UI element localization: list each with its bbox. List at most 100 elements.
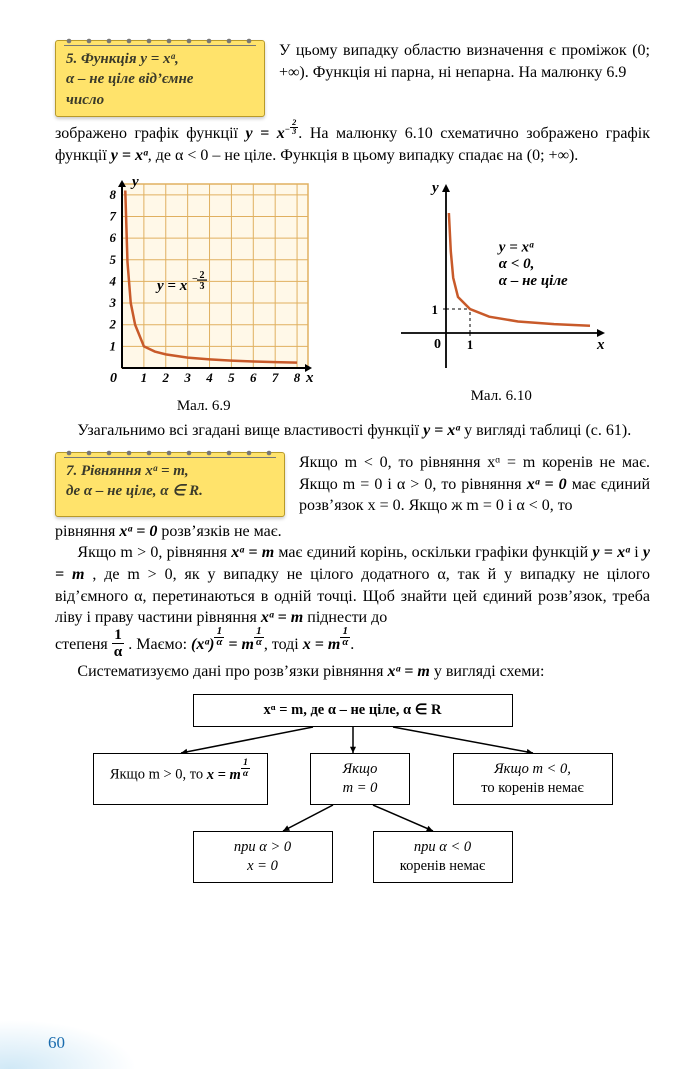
para6: Систематизуємо дані про розв’язки рівнян… — [55, 661, 650, 683]
eq-y-x-m23: y = x−23 — [246, 125, 299, 142]
svg-text:y = x: y = x — [155, 278, 188, 294]
flow-right-box: Якщо m < 0, то коренів немає — [453, 753, 613, 805]
svg-text:7: 7 — [109, 209, 116, 224]
svg-text:6: 6 — [109, 230, 116, 245]
para4-e: піднести до — [307, 609, 387, 626]
flow-arrows-2 — [93, 805, 613, 831]
eq-x-m-base: x = m — [303, 636, 341, 653]
flow-left-box: Якщо m > 0, то x = m1α — [93, 753, 268, 805]
para2-a: Узагальнимо всі згадані вище властивості… — [77, 422, 423, 439]
note7-line2: де α – не ціле, α ∈ R. — [66, 481, 274, 501]
svg-text:5: 5 — [228, 370, 235, 385]
note5-line1: 5. Функція y = xᵅ, — [66, 49, 254, 69]
para4-b: має єдиний корінь, оскільки графіки функ… — [278, 544, 592, 561]
para2-b: у вигляді таблиці (с. 61). — [464, 422, 631, 439]
svg-text:4: 4 — [108, 274, 116, 289]
flow-left-a: Якщо m > 0, то — [110, 767, 207, 783]
para6-b: у вигляді схеми: — [434, 663, 545, 680]
chart-6-9-svg: 11223344556677880yxy = x−23 — [94, 178, 314, 388]
svg-text:8: 8 — [294, 370, 301, 385]
caption-6-9: Мал. 6.9 — [94, 396, 314, 416]
eq-xa0-1: xᵅ = 0 — [527, 476, 567, 493]
figure-6-9: 11223344556677880yxy = x−23 Мал. 6.9 — [94, 178, 314, 416]
svg-text:8: 8 — [109, 187, 116, 202]
chart-6-10-svg: yx011y = xᵅα < 0,α – не ціле — [391, 178, 611, 378]
flow-mid2: m = 0 — [343, 780, 378, 796]
note7-line1: 7. Рівняння xᵅ = m, — [66, 461, 274, 481]
svg-text:1: 1 — [109, 338, 116, 353]
para5-c: , тоді — [264, 636, 303, 653]
svg-text:0: 0 — [434, 337, 441, 352]
svg-text:5: 5 — [109, 252, 116, 267]
note-box-7: 7. Рівняння xᵅ = m, де α – не ціле, α ∈ … — [55, 452, 285, 517]
frac-1-alpha: 1α — [112, 627, 124, 658]
flow-bottom-right-box: при α < 0 коренів немає — [373, 831, 513, 883]
flow-top-box: xᵅ = m, де α – не ціле, α ∈ R — [193, 694, 513, 727]
eq-y-xa-3: y = xᵅ — [592, 544, 630, 561]
flow-top-text: xᵅ = m, де α – не ціле, α ∈ R — [263, 702, 441, 718]
eq-par-xaa: (xᵅ) — [191, 636, 214, 653]
flow-left-b: x = m — [207, 767, 241, 783]
eq-x-m1a: x = m1α — [303, 636, 350, 653]
eq-xa-m-2: xᵅ = m — [261, 609, 303, 626]
svg-text:7: 7 — [272, 370, 279, 385]
flow-mid1: Якщо — [343, 761, 378, 777]
para5: степеня 1α . Маємо: (xᵅ)1α = m1α, тоді x… — [55, 629, 650, 661]
svg-text:3: 3 — [199, 281, 204, 292]
svg-text:y: y — [130, 178, 139, 190]
flow-bottom-left-box: при α > 0 x = 0 — [193, 831, 333, 883]
eq-y-xa-2: y = xᵅ — [423, 422, 460, 439]
para1-cont-a: зображено графік функції — [55, 125, 246, 142]
flowchart: xᵅ = m, де α – не ціле, α ∈ R Якщо m > 0… — [93, 694, 613, 882]
para4-c: і — [634, 544, 643, 561]
svg-text:α – не ціле: α – не ціле — [499, 273, 568, 289]
para3-c: рівняння — [55, 523, 119, 540]
page-number: 60 — [48, 1032, 65, 1055]
svg-text:y: y — [430, 180, 439, 196]
para3-right: Якщо m < 0, то рівняння xᵅ = m коренів н… — [299, 452, 650, 517]
para2: Узагальнимо всі згадані вище властивості… — [55, 420, 650, 442]
flow-arrows-1 — [93, 727, 613, 753]
para5-b: . Маємо: — [128, 636, 191, 653]
flow-right2: то коренів немає — [481, 780, 583, 796]
para6-a: Систематизуємо дані про розв’язки рівнян… — [77, 663, 387, 680]
note5-line3: число — [66, 90, 254, 110]
note-box-5: 5. Функція y = xᵅ, α – не ціле від’ємне … — [55, 40, 265, 117]
eq-xa0-2: xᵅ = 0 — [119, 523, 157, 540]
flow-br2: коренів немає — [400, 858, 485, 874]
caption-6-10: Мал. 6.10 — [391, 386, 611, 406]
flow-right1: Якщо m < 0, — [494, 761, 571, 777]
svg-text:3: 3 — [183, 370, 191, 385]
para1-right: У цьому випадку областю визначення є про… — [279, 40, 650, 117]
para3-d: розв’язків не має. — [161, 523, 281, 540]
eq-m-a: m — [242, 636, 254, 653]
para3-cont: рівняння xᵅ = 0 розв’язків не має. — [55, 521, 650, 543]
svg-text:6: 6 — [250, 370, 257, 385]
svg-text:y = xᵅ: y = xᵅ — [497, 240, 534, 256]
para4-a: Якщо m > 0, рівняння — [77, 544, 231, 561]
eq-xa-m-3: xᵅ = m — [388, 663, 430, 680]
para1-cont: зображено графік функції y = x−23. На ма… — [55, 121, 650, 166]
note5-line2: α – не ціле від’ємне — [66, 69, 254, 89]
flow-br1: при α < 0 — [414, 839, 471, 855]
svg-text:1: 1 — [432, 302, 439, 317]
svg-text:4: 4 — [205, 370, 213, 385]
svg-text:2: 2 — [108, 317, 116, 332]
eq-chain: (xᵅ)1α = m1α — [191, 636, 264, 653]
svg-text:x: x — [305, 370, 314, 386]
svg-text:2: 2 — [161, 370, 169, 385]
eq-y-x-m23-base: y = x — [246, 125, 285, 142]
flow-bl1: при α > 0 — [234, 839, 291, 855]
svg-text:1: 1 — [467, 337, 474, 352]
para1-cont-c: де α < 0 – не ціле. Функція в цьому випа… — [156, 147, 579, 164]
flow-left-eq: x = m1α — [207, 767, 250, 783]
para5-a: степеня — [55, 636, 112, 653]
svg-text:2: 2 — [199, 270, 204, 281]
svg-text:0: 0 — [110, 371, 117, 386]
svg-text:3: 3 — [108, 295, 116, 310]
eq-xa-m-1: xᵅ = m — [231, 544, 274, 561]
figure-6-10: yx011y = xᵅα < 0,α – не ціле Мал. 6.10 — [391, 178, 611, 416]
eq-y-xa-1: y = xᵅ — [111, 147, 148, 164]
svg-text:x: x — [596, 337, 605, 353]
svg-text:1: 1 — [140, 370, 147, 385]
